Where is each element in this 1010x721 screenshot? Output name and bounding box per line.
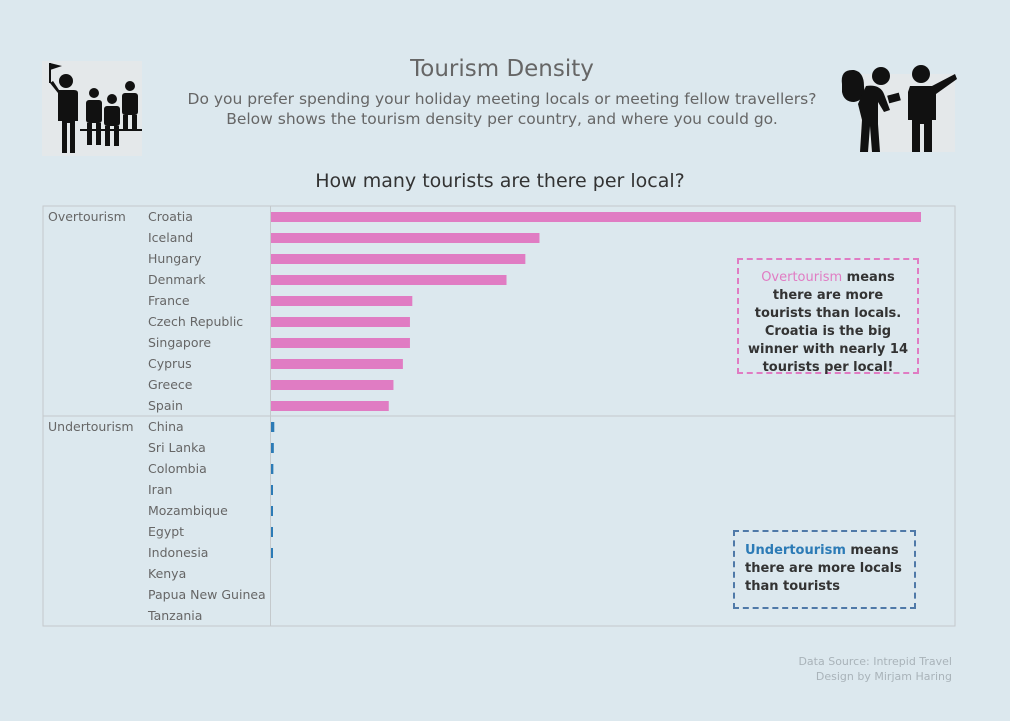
undertourism-callout: Undertourism means there are more locals… <box>733 530 916 609</box>
category-label: Indonesia <box>148 545 208 560</box>
group-label: Undertourism <box>48 419 134 434</box>
category-label: Cyprus <box>148 356 192 371</box>
bar <box>271 233 540 243</box>
tour-guide-group-icon <box>42 61 142 156</box>
category-label: Denmark <box>148 272 206 287</box>
category-label: Croatia <box>148 209 193 224</box>
category-label: Iceland <box>148 230 193 245</box>
undertourism-keyword: Undertourism <box>745 543 846 558</box>
data-source: Data Source: Intrepid Travel <box>798 655 952 668</box>
bar <box>271 401 389 411</box>
bar <box>271 338 410 348</box>
footer: Data Source: Intrepid Travel Design by M… <box>798 654 952 684</box>
group-label: Overtourism <box>48 209 126 224</box>
bar <box>271 359 403 369</box>
overtourism-callout: Overtourism means there are more tourist… <box>737 258 919 375</box>
bar <box>271 275 507 285</box>
category-label: Singapore <box>148 335 211 350</box>
category-label: Mozambique <box>148 503 228 518</box>
bar <box>271 212 921 222</box>
page-title: Tourism Density <box>410 56 594 82</box>
category-label: Papua New Guinea <box>148 587 266 602</box>
category-label: Greece <box>148 377 193 392</box>
bar <box>271 380 394 390</box>
bar <box>271 548 273 558</box>
overtourism-keyword: Overtourism <box>761 270 843 285</box>
category-label: Kenya <box>148 566 186 581</box>
category-label: Sri Lanka <box>148 440 206 455</box>
category-label: Czech Republic <box>148 314 243 329</box>
chart-title: How many tourists are there per local? <box>315 170 685 192</box>
design-credit: Design by Mirjam Haring <box>815 670 952 683</box>
bar <box>271 485 273 495</box>
category-label: France <box>148 293 190 308</box>
category-label: Tanzania <box>147 608 202 623</box>
bar <box>271 254 526 264</box>
bar <box>271 443 274 453</box>
category-label: Hungary <box>148 251 202 266</box>
category-label: Egypt <box>148 524 184 539</box>
category-label: Colombia <box>148 461 207 476</box>
page-subtitle: Do you prefer spending your holiday meet… <box>187 90 817 128</box>
category-label: China <box>148 419 184 434</box>
traveller-asking-directions-icon <box>841 65 957 152</box>
overtourism-explanation: means there are more tourists than local… <box>748 270 908 375</box>
bar <box>271 317 410 327</box>
category-label: Iran <box>148 482 172 497</box>
category-label: Spain <box>148 398 183 413</box>
bar <box>271 506 273 516</box>
undertourism-explanation: means there are more locals than tourist… <box>745 543 902 594</box>
bar <box>271 527 273 537</box>
bar <box>271 464 274 474</box>
bar <box>271 296 413 306</box>
bar <box>271 422 275 432</box>
